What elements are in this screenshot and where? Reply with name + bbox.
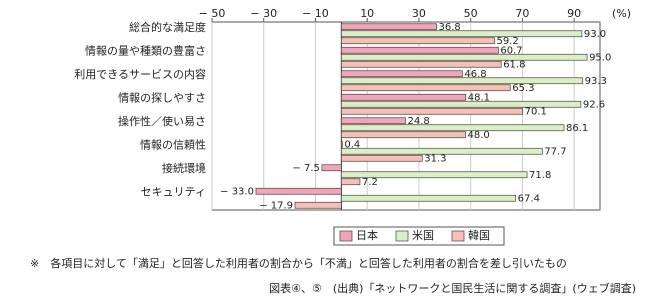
legend-frame: [333, 226, 505, 246]
x-tick-label: 10: [360, 7, 374, 20]
value-label: 31.3: [424, 153, 446, 164]
value-label: 61.8: [503, 59, 525, 70]
value-label: 65.3: [512, 83, 534, 94]
value-label: 60.7: [500, 45, 522, 56]
value-label: 95.0: [589, 52, 611, 63]
x-unit: (%): [612, 7, 631, 20]
bar: [340, 124, 565, 132]
value-label: 92.6: [583, 99, 605, 110]
y-tick-label: 利用できるサービスの内容: [74, 67, 206, 81]
value-label: 70.1: [525, 106, 547, 117]
value-label: 0.4: [344, 139, 360, 150]
bar: [340, 154, 423, 162]
x-tick-label: 50: [464, 7, 478, 20]
legend-label: 日本: [356, 228, 378, 242]
bar: [340, 93, 467, 101]
bar: [321, 164, 342, 172]
value-label: 48.0: [467, 130, 489, 141]
value-label: − 33.0: [220, 186, 254, 197]
legend-swatch: [395, 230, 409, 242]
bar: [340, 84, 511, 92]
bar: [340, 100, 582, 108]
bar: [340, 53, 588, 61]
source: 図表④、⑤ (出典)「ネットワークと国民生活に関する調査」(ウェブ調査): [269, 281, 636, 295]
y-tick-label: 情報の探しやすさ: [118, 91, 206, 104]
bar: [340, 178, 361, 186]
bar: [340, 194, 517, 202]
legend-label: 米国: [412, 229, 434, 242]
x-tick-label: − 10: [302, 7, 329, 20]
x-tick-label: − 50: [199, 7, 226, 20]
bar: [340, 46, 499, 54]
bar: [340, 117, 406, 125]
value-label: − 7.5: [292, 163, 319, 174]
y-tick-label: セキュリティ: [141, 185, 206, 198]
bar: [340, 30, 583, 38]
value-label: 67.4: [518, 193, 540, 204]
value-label: 7.2: [362, 177, 378, 188]
x-tick-label: 70: [515, 7, 529, 20]
y-tick-label: 総合的な満足度: [129, 20, 206, 34]
bar: [340, 60, 502, 68]
value-label: 93.3: [585, 76, 607, 87]
note: ※ 各項目に対して「満足」と回答した利用者の割合から「不満」と回答した利用者の割…: [30, 256, 567, 270]
legend-swatch: [451, 230, 465, 242]
legend-swatch: [339, 230, 353, 242]
bar: [340, 77, 584, 85]
bar: [340, 140, 343, 148]
value-label: 71.8: [529, 170, 551, 181]
value-label: 77.7: [544, 146, 566, 157]
bar: [294, 201, 342, 209]
bar: [340, 70, 463, 78]
bar: [340, 23, 437, 31]
y-tick-label: 操作性／使い易さ: [118, 114, 206, 128]
y-tick-label: 情報の量や種類の豊富さ: [85, 43, 206, 57]
bar: [340, 107, 524, 115]
x-tick-label: 90: [567, 7, 581, 20]
value-label: − 17.9: [259, 200, 293, 211]
y-tick-label: 接続環境: [162, 161, 206, 175]
value-label: 48.1: [468, 92, 490, 103]
value-label: 46.8: [464, 69, 486, 80]
x-tick-label: 30: [412, 7, 426, 20]
bar: [340, 131, 466, 139]
value-label: 59.2: [496, 36, 518, 47]
y-tick-label: 情報の信頼性: [140, 137, 206, 151]
x-tick-label: − 30: [250, 7, 277, 20]
bar: [340, 37, 495, 45]
value-label: 93.0: [584, 29, 606, 40]
value-label: 36.8: [439, 22, 461, 33]
legend-label: 韓国: [468, 229, 490, 242]
bar: [340, 147, 543, 155]
bar: [255, 187, 342, 195]
value-label: 24.8: [407, 116, 429, 127]
bar: [340, 171, 528, 179]
value-label: 86.1: [566, 123, 588, 134]
